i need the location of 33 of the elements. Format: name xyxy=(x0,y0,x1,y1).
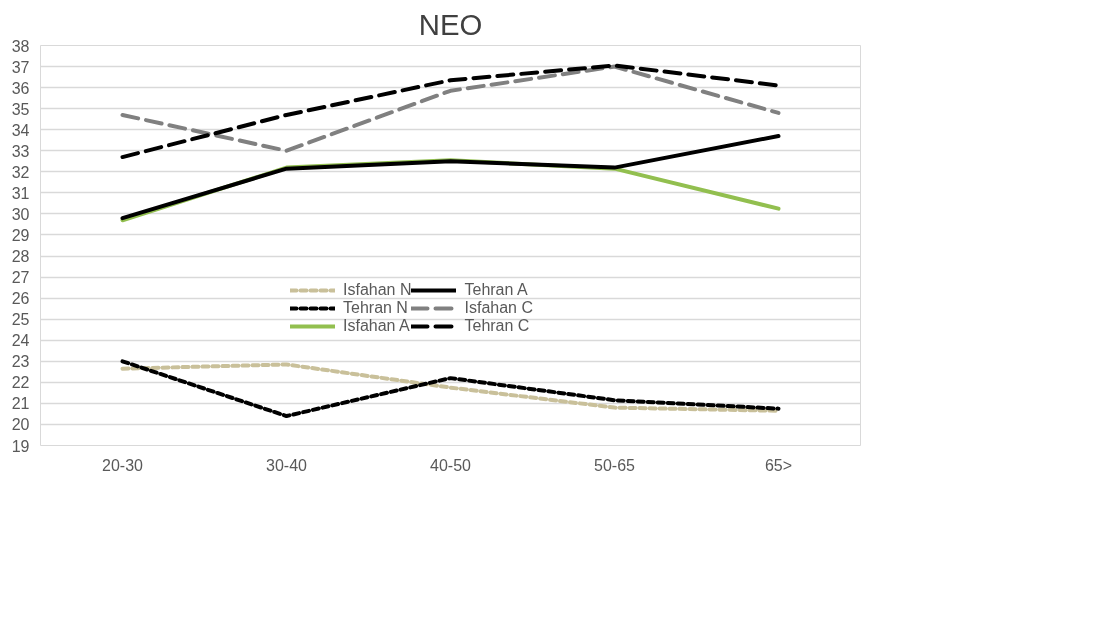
chart-title: NEO xyxy=(418,7,483,41)
y-tick-label: 32 xyxy=(11,163,30,181)
y-tick-label: 27 xyxy=(11,269,30,287)
legend-label: Isfahan C xyxy=(464,299,533,317)
y-tick-label: 38 xyxy=(11,37,30,55)
legend-label: Tehran C xyxy=(464,317,530,335)
y-tick-label: 31 xyxy=(11,184,30,202)
y-tick-label: 19 xyxy=(11,437,30,455)
y-tick-label: 23 xyxy=(11,353,30,371)
y-tick-label: 22 xyxy=(11,374,30,392)
y-tick-label: 28 xyxy=(11,248,30,266)
x-tick-label: 30-40 xyxy=(266,456,308,474)
y-tick-label: 37 xyxy=(11,58,30,76)
y-tick-label: 20 xyxy=(11,416,30,434)
x-tick-label: 50-65 xyxy=(594,456,636,474)
line-series xyxy=(120,134,781,221)
y-tick-label: 36 xyxy=(11,79,30,97)
legend-label: Tehran A xyxy=(464,281,528,299)
legend-label: Isfahan A xyxy=(343,317,410,335)
y-tick-label: 21 xyxy=(11,395,30,413)
y-tick-label: 26 xyxy=(11,290,30,308)
x-tick-label: 65> xyxy=(764,456,793,474)
y-tick-label: 30 xyxy=(11,205,30,223)
y-tick-label: 25 xyxy=(11,311,30,329)
y-tick-label: 29 xyxy=(11,226,30,244)
y-tick-label: 35 xyxy=(11,100,30,118)
x-tick-label: 40-50 xyxy=(430,456,472,474)
x-tick-label: 20-30 xyxy=(102,456,144,474)
y-tick-label: 34 xyxy=(11,121,30,139)
legend-label: Isfahan N xyxy=(343,281,412,299)
y-tick-label: 33 xyxy=(11,142,30,160)
y-tick-label: 24 xyxy=(11,332,30,350)
legend-label: Tehran N xyxy=(343,299,408,317)
